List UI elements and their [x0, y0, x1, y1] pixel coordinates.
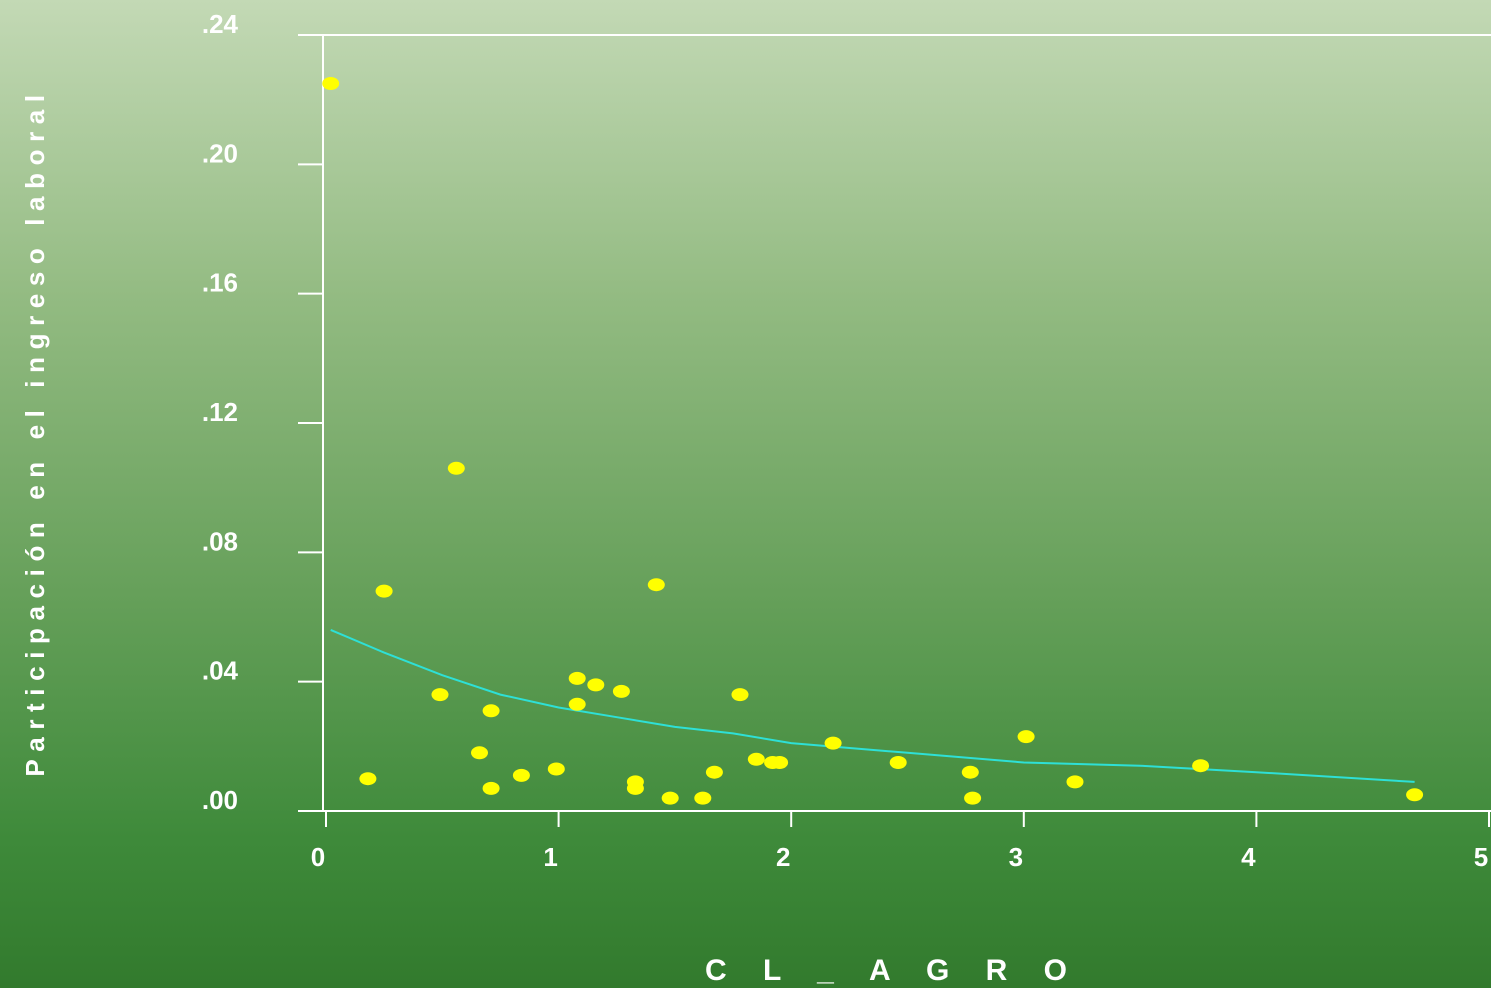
data-point — [824, 736, 842, 750]
data-point — [771, 756, 789, 769]
data-point — [547, 762, 565, 776]
y-tick-label: .20 — [202, 138, 238, 168]
data-point — [447, 461, 465, 475]
data-point — [1406, 788, 1424, 802]
data-point — [1017, 730, 1035, 744]
x-tick-label: 1 — [543, 842, 557, 872]
data-point — [322, 77, 340, 90]
y-tick-label: .08 — [202, 526, 238, 556]
y-axis: .00 .04 .08 .12 .16 .20 .24 — [202, 9, 323, 815]
data-point — [471, 746, 488, 760]
data-point — [431, 688, 449, 702]
data-point — [647, 578, 665, 592]
x-axis-title: C L _ A G R O — [705, 954, 1081, 987]
data-point — [512, 768, 530, 782]
data-point — [961, 765, 979, 779]
y-tick-label: .12 — [202, 397, 238, 427]
fit-line — [330, 628, 1415, 783]
fit-line-group — [330, 628, 1415, 783]
x-tick-label: 2 — [776, 842, 790, 872]
data-point — [375, 584, 393, 598]
x-tick-label: 0 — [311, 842, 325, 872]
data-point — [1066, 775, 1084, 789]
y-tick-label: .00 — [202, 785, 238, 815]
data-point — [694, 791, 712, 805]
y-tick-label: .24 — [202, 9, 239, 39]
data-point — [568, 671, 586, 685]
data-point — [482, 781, 500, 795]
data-point — [661, 791, 679, 805]
data-point — [626, 781, 644, 795]
y-axis-title: Participación en el ingreso laboral — [20, 87, 50, 776]
data-point — [731, 688, 749, 702]
data-point — [359, 772, 377, 786]
data-point — [705, 765, 723, 779]
x-tick-label: 3 — [1009, 842, 1023, 872]
data-point — [568, 697, 586, 711]
data-point — [587, 678, 605, 692]
y-tick-label: .04 — [202, 656, 239, 686]
x-tick-label: 4 — [1241, 842, 1256, 872]
x-tick-label: 5 — [1474, 842, 1488, 872]
data-point — [889, 756, 907, 769]
data-point — [612, 684, 630, 698]
data-point — [747, 752, 765, 766]
data-point — [1192, 759, 1210, 773]
data-points — [322, 77, 1424, 805]
data-point — [482, 704, 500, 718]
data-point — [964, 791, 982, 805]
y-tick-label: .16 — [202, 268, 238, 298]
x-axis: 0 1 2 3 4 5 — [311, 811, 1490, 872]
